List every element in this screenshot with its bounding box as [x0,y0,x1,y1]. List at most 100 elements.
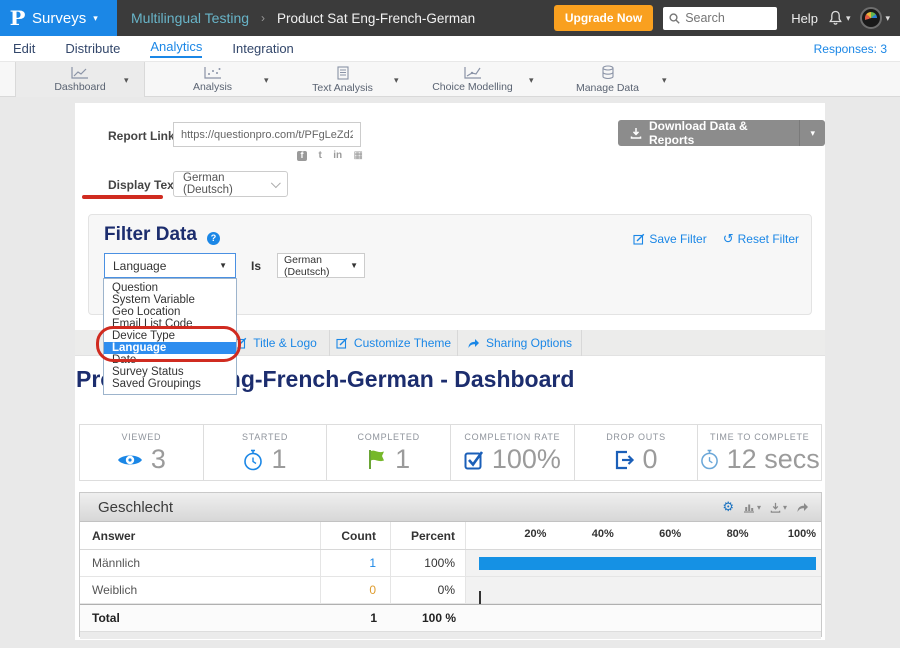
export-menu[interactable]: ▾ [770,502,787,513]
option-question[interactable]: Question [112,282,159,294]
count-value[interactable]: 1 [369,556,376,570]
facebook-icon[interactable]: f [297,151,307,161]
help-icon[interactable]: ? [207,232,220,245]
question-panel-geschlecht: Geschlecht ⚙ ▾ ▾ Ans [79,492,822,639]
global-search[interactable] [663,6,778,30]
bar-cell [466,577,821,604]
tab-title-logo[interactable]: Title & Logo [222,330,330,356]
select-caret-icon: ▼ [219,261,227,270]
toolbar-dashboard[interactable]: Dashboard [15,62,145,97]
stats-row: VIEWED 3 STARTED 1 COMPLETED 1 [79,424,822,481]
toolbar-manage-data[interactable]: Manage Data [545,62,670,97]
download-options-caret[interactable]: ▾ [799,120,825,146]
caret-down-icon: ▾ [93,12,98,23]
option-date[interactable]: Date [112,354,137,366]
questionpro-logo: P [9,6,26,30]
responses-count[interactable]: Responses: 3 [813,41,887,56]
edit-icon [633,233,645,245]
download-data-reports-button[interactable]: Download Data & Reports [618,119,800,147]
caret-down-icon: ▾ [885,12,890,23]
notifications-menu[interactable]: ▾ [828,10,851,26]
option-survey-status[interactable]: Survey Status [112,366,184,378]
embed-icon[interactable]: ▦ [353,150,363,161]
upgrade-now-button[interactable]: Upgrade Now [553,5,654,31]
stat-viewed: VIEWED 3 [80,425,204,480]
share-question-button[interactable] [796,502,809,513]
chevron-down-icon [271,177,281,188]
red-underline-annotation [82,195,163,199]
operator-label: Is [251,258,262,273]
help-link[interactable]: Help [791,10,818,26]
zero-bar-tick [479,591,481,604]
download-data-reports: Download Data & Reports ▾ [618,119,825,147]
account-menu[interactable]: ▾ [860,7,890,29]
count-value[interactable]: 0 [369,583,376,597]
nav-integration[interactable]: Integration [232,41,294,56]
nav-edit[interactable]: Edit [13,41,36,56]
chart-type-menu[interactable]: ▾ [743,502,761,513]
report-link-label: Report Link [108,129,175,143]
stat-completion-rate: COMPLETION RATE 100% [451,425,575,480]
option-language[interactable]: Language [104,342,236,354]
option-system-variable[interactable]: System Variable [112,294,195,306]
option-device-type[interactable]: Device Type [112,330,176,342]
twitter-icon[interactable]: t [318,150,322,161]
stopwatch-icon [244,449,263,470]
surveys-product-menu[interactable]: P Surveys ▾ [0,0,117,36]
timer-icon [700,449,718,470]
report-link-input[interactable] [173,122,361,147]
breadcrumb-separator: › [261,11,266,25]
linkedin-icon[interactable]: in [333,150,343,161]
breadcrumb: Multilingual Testing › Product Sat Eng-F… [131,10,475,26]
toolbar-analysis[interactable]: Analysis [150,62,275,97]
scale-tick: 60% [659,528,682,540]
filter-actions: Save Filter ↺ Reset Filter [633,231,799,247]
option-email-list-code[interactable]: Email List Code [112,318,193,330]
scale-tick: 40% [591,528,614,540]
question-title: Geschlecht [98,498,174,516]
reset-icon: ↺ [722,231,734,246]
caret-down-icon: ▾ [756,502,761,512]
caret-down-icon: ▾ [782,502,787,512]
filter-field-select[interactable]: Language ▼ [104,253,236,278]
bar-chart-icon [743,504,754,513]
display-text-select[interactable]: German (Deutsch) [173,171,288,197]
filter-value-select[interactable]: German (Deutsch) ▼ [277,253,366,278]
percent-value: 0% [391,577,466,603]
toolbar-choice-modelling[interactable]: Choice Modelling [410,62,535,97]
nav-analytics[interactable]: Analytics [150,39,203,58]
breadcrumb-folder[interactable]: Multilingual Testing [131,10,250,26]
caret-down-icon: ▾ [845,12,851,23]
manage-data-caret-icon[interactable]: ▾ [662,75,667,85]
reset-filter-link[interactable]: ↺ Reset Filter [722,231,799,246]
col-count: Count [321,522,391,549]
database-icon [601,65,614,80]
save-filter-link[interactable]: Save Filter [633,231,707,247]
analysis-caret-icon[interactable]: ▾ [264,75,269,85]
tab-customize-theme[interactable]: Customize Theme [330,330,458,356]
bar-cell [466,550,821,576]
filter-field-dropdown: Question System Variable Geo Location Em… [103,278,237,395]
select-caret-icon: ▼ [350,261,359,270]
choice-modelling-caret-icon[interactable]: ▾ [529,75,534,85]
breadcrumb-survey-title: Product Sat Eng-French-German [277,10,476,26]
option-geo-location[interactable]: Geo Location [112,306,181,318]
nav-distribute[interactable]: Distribute [65,41,121,56]
option-saved-groupings[interactable]: Saved Groupings [112,378,201,390]
table-row-maennlich: Männlich 1 100% [80,550,821,577]
edit-icon [336,337,348,349]
search-icon [669,12,680,24]
dropout-exit-icon [615,450,634,469]
table-total-row: Total 1 100 % [80,604,821,631]
text-analysis-caret-icon[interactable]: ▾ [394,75,399,85]
settings-gears-icon[interactable]: ⚙ [722,499,734,514]
toolbar-text-analysis[interactable]: Text Analysis [280,62,405,97]
search-input[interactable] [685,11,766,25]
flag-icon [369,450,385,469]
download-icon [630,128,642,139]
dashboard-caret-icon[interactable]: ▾ [124,75,129,85]
filter-data-panel: Filter Data ? Save Filter ↺ Reset Filter… [88,214,812,315]
display-text-label: Display Text [108,178,178,192]
tab-sharing-options[interactable]: Sharing Options [458,330,582,356]
